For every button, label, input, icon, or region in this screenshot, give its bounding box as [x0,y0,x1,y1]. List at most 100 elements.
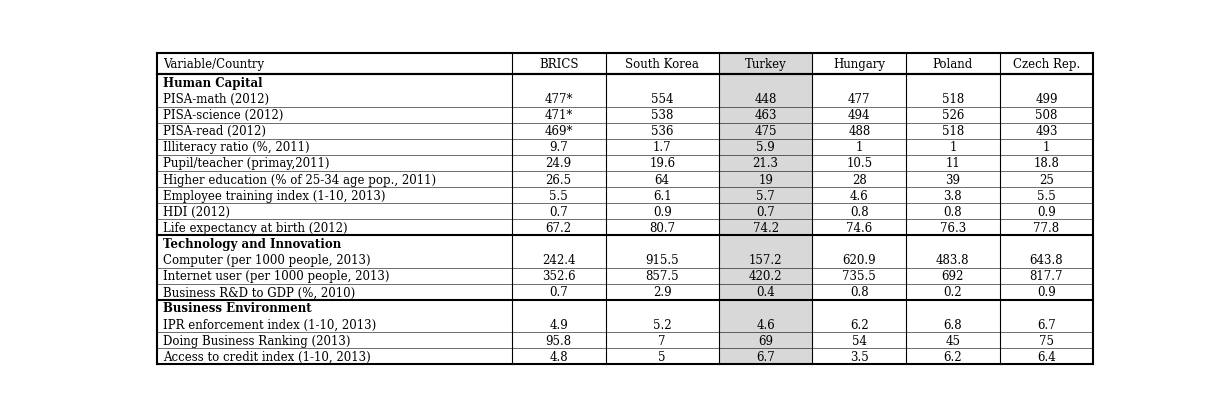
Text: 242.4: 242.4 [542,254,576,266]
Text: Variable/Country: Variable/Country [163,58,264,71]
Text: 643.8: 643.8 [1030,254,1064,266]
Bar [906,75,999,91]
Text: PISA-math (2012): PISA-math (2012) [163,93,270,106]
Text: Doing Business Ranking (2013): Doing Business Ranking (2013) [163,334,350,347]
Text: 526: 526 [942,109,964,122]
Text: 554: 554 [651,93,673,106]
Bar [719,75,813,91]
Bar [605,91,719,107]
Text: 494: 494 [848,109,871,122]
Bar [719,140,813,156]
Text: 915.5: 915.5 [645,254,680,266]
Bar [719,188,813,204]
Text: Turkey: Turkey [744,58,787,71]
Bar [512,284,605,300]
Text: 469*: 469* [544,125,573,138]
Bar [512,220,605,236]
Bar [157,332,512,348]
Text: 0.8: 0.8 [850,205,869,218]
Text: South Korea: South Korea [626,58,699,71]
Bar [999,348,1093,364]
Bar [512,316,605,332]
Bar [999,123,1093,140]
Text: Human Capital: Human Capital [163,77,262,90]
Bar [906,172,999,188]
Bar [999,75,1093,91]
Bar [999,284,1093,300]
Bar [906,284,999,300]
Text: 6.4: 6.4 [1037,350,1055,363]
Text: 5.2: 5.2 [653,318,671,331]
Bar [157,268,512,284]
Bar [813,220,906,236]
Bar [906,220,999,236]
Bar [719,55,813,75]
Bar [157,172,512,188]
Bar [813,140,906,156]
Bar [906,107,999,123]
Text: 11: 11 [946,157,960,170]
Bar [157,55,512,75]
Bar [157,107,512,123]
Bar [605,332,719,348]
Bar [719,236,813,252]
Text: 4.9: 4.9 [549,318,569,331]
Text: 25: 25 [1039,173,1054,186]
Text: HDI (2012): HDI (2012) [163,205,229,218]
Bar [719,220,813,236]
Bar [157,140,512,156]
Text: 817.7: 817.7 [1030,270,1063,282]
Text: 6.2: 6.2 [850,318,869,331]
Bar [999,140,1093,156]
Bar [813,156,906,172]
Text: 9.7: 9.7 [549,141,569,154]
Bar [157,156,512,172]
Text: 420.2: 420.2 [749,270,782,282]
Bar [605,268,719,284]
Text: 463: 463 [754,109,777,122]
Bar [157,236,512,252]
Text: PISA-science (2012): PISA-science (2012) [163,109,283,122]
Text: 54: 54 [852,334,866,347]
Bar [512,268,605,284]
Text: 5.7: 5.7 [756,189,775,202]
Bar [719,268,813,284]
Text: 19: 19 [758,173,773,186]
Text: 4.6: 4.6 [756,318,775,331]
Text: Business Environment: Business Environment [163,301,311,315]
Bar [157,316,512,332]
Text: BRICS: BRICS [539,58,578,71]
Bar [813,204,906,220]
Bar [605,75,719,91]
Text: 475: 475 [754,125,777,138]
Bar [512,188,605,204]
Text: 518: 518 [942,93,964,106]
Text: 157.2: 157.2 [749,254,782,266]
Bar [512,156,605,172]
Text: 95.8: 95.8 [545,334,572,347]
Text: 0.7: 0.7 [549,205,569,218]
Bar [999,55,1093,75]
Text: 6.8: 6.8 [943,318,963,331]
Bar [157,91,512,107]
Bar [512,107,605,123]
Bar [906,268,999,284]
Bar [719,156,813,172]
Text: Illiteracy ratio (%, 2011): Illiteracy ratio (%, 2011) [163,141,310,154]
Text: 77.8: 77.8 [1033,221,1059,234]
Text: 3.8: 3.8 [943,189,963,202]
Bar [605,204,719,220]
Text: 477*: 477* [544,93,573,106]
Text: 64: 64 [655,173,670,186]
Bar [512,204,605,220]
Text: 2.9: 2.9 [653,286,671,299]
Bar [157,123,512,140]
Bar [906,348,999,364]
Bar [999,252,1093,268]
Text: 5: 5 [659,350,666,363]
Bar [813,107,906,123]
Bar [906,316,999,332]
Bar [512,348,605,364]
Bar [999,188,1093,204]
Bar [605,348,719,364]
